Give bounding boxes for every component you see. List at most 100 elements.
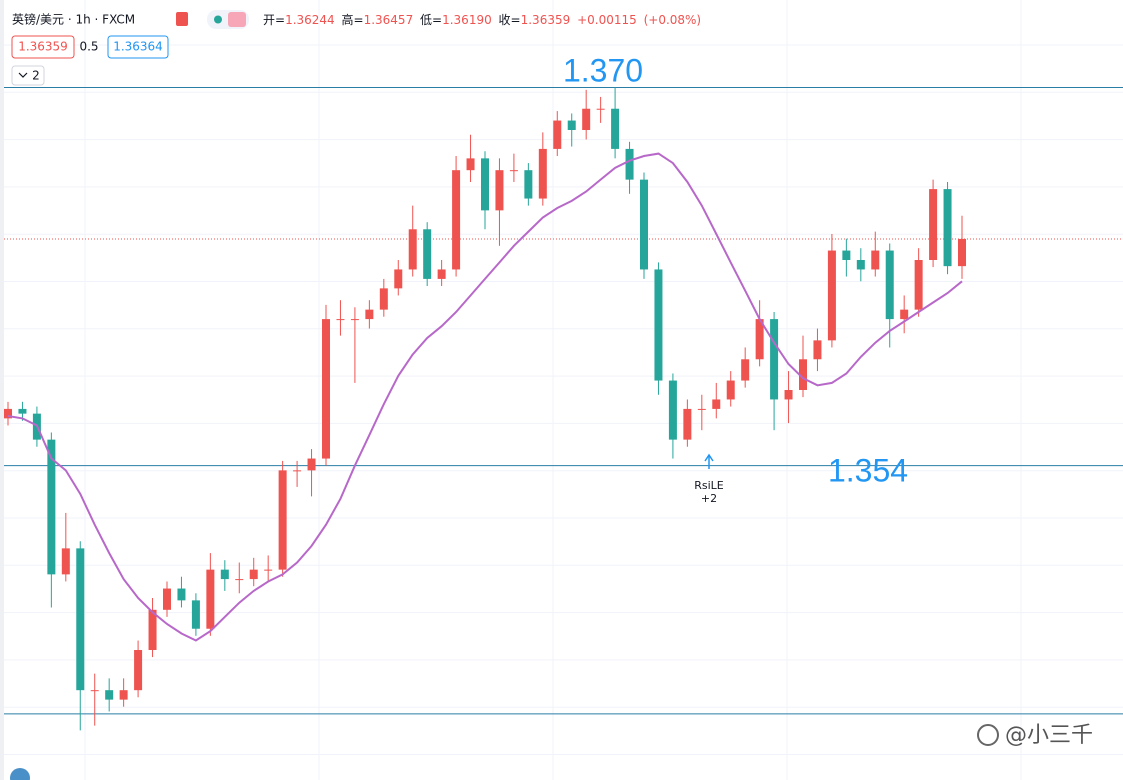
candle-body: [958, 238, 966, 267]
candle-body: [726, 380, 735, 400]
sell-price[interactable]: 1.36359: [18, 40, 68, 54]
level-label: 1.354: [828, 452, 908, 488]
candle-body: [929, 189, 938, 260]
candle-body: [741, 359, 750, 381]
candle-body: [206, 569, 215, 629]
candle-body: [191, 600, 200, 629]
candle-body: [582, 108, 591, 130]
candle-body: [567, 120, 576, 130]
ohlc-value: 1.36190: [442, 13, 492, 27]
candle-body: [379, 288, 388, 310]
buy-box[interactable]: [107, 35, 169, 59]
candle-body: [423, 229, 432, 279]
candle-body: [538, 148, 547, 199]
candle-body: [697, 408, 706, 410]
candle-body: [163, 588, 171, 610]
candle-body: [4, 408, 12, 419]
candle-body: [799, 359, 807, 390]
candle-body: [47, 439, 56, 575]
candle-body: [61, 548, 70, 575]
candle-body: [654, 269, 663, 381]
candle-body: [856, 260, 865, 270]
corner-logo: [10, 768, 30, 780]
approx-icon[interactable]: [228, 12, 246, 27]
candle-body: [611, 108, 620, 149]
candle-body: [871, 250, 880, 270]
candle-body: [596, 108, 605, 110]
candle-body: [220, 569, 229, 580]
candle-body: [336, 319, 345, 321]
candle-body: [235, 579, 244, 581]
signal-count: +2: [701, 492, 717, 505]
candle-body: [943, 189, 952, 267]
candle-body: [668, 380, 677, 440]
ohlc-legend: 开=1.36244 高=1.36457 低=1.36190 收=1.36359 …: [263, 12, 701, 27]
candle-body: [249, 569, 258, 580]
candle-body: [885, 250, 894, 320]
change: +0.00115: [577, 13, 637, 27]
ohlc-value: 1.36359: [521, 13, 571, 27]
ohlc-label: 收=: [499, 13, 521, 27]
candle-body: [625, 148, 634, 180]
candle-body: [322, 319, 330, 459]
candle-body: [524, 170, 533, 199]
indicator-toggle[interactable]: [11, 65, 45, 86]
candle-body: [105, 690, 114, 700]
candle-body: [365, 309, 374, 320]
buy-price[interactable]: 1.36364: [113, 40, 163, 54]
candle-body: [755, 319, 764, 360]
candle-body: [770, 319, 779, 400]
ohlc-value: 1.36457: [364, 13, 414, 27]
candle-body: [307, 458, 316, 471]
sell-box[interactable]: [11, 35, 75, 59]
signal-arrow-head: [704, 453, 714, 462]
candle-body: [278, 470, 287, 570]
candle-body: [784, 390, 793, 400]
spread: 0.5: [79, 40, 98, 54]
candle-body: [18, 408, 27, 414]
candle-body: [842, 250, 851, 260]
signal-label: RsiLE: [694, 479, 724, 492]
candle-body: [394, 269, 403, 289]
candle-body: [408, 229, 417, 270]
level-label: 1.370: [563, 52, 643, 88]
scroll-edge: [0, 0, 4, 780]
candle-body: [914, 260, 923, 310]
candle-body: [900, 309, 909, 320]
candle-body: [495, 170, 504, 211]
ohlc-label: 低=: [420, 13, 442, 27]
candle-body: [264, 569, 273, 571]
candle-body: [827, 250, 836, 341]
plot-area: 1.370 1.354: [4, 52, 1123, 731]
candle-body: [350, 319, 359, 321]
symbol: 英镑/美元 · 1h · FXCM: [12, 12, 135, 27]
ohlc-label: 高=: [342, 12, 364, 27]
candle-body: [509, 170, 518, 172]
ohlc-label: 开=: [263, 13, 285, 27]
candle-body: [76, 548, 85, 691]
candle-body: [712, 399, 721, 409]
candle-body: [452, 170, 461, 270]
candle-body: [553, 120, 562, 149]
watermark-icon: [977, 724, 999, 746]
change-percent: (+0.08%): [644, 13, 702, 27]
candle-body: [134, 650, 143, 691]
chevron: [18, 72, 28, 78]
candle-body: [119, 690, 128, 700]
indicator-count: 2: [32, 69, 40, 83]
status-dot: [214, 15, 222, 24]
candle-body: [148, 609, 157, 650]
candle-body: [177, 588, 186, 601]
candle-body: [813, 340, 822, 360]
flag-icon[interactable]: [176, 12, 188, 26]
candle-body: [481, 158, 489, 211]
grid: [4, 0, 1123, 780]
candle-body: [466, 158, 475, 171]
candle-body: [90, 690, 99, 692]
watermark: @小三千: [1005, 723, 1093, 748]
candle-body: [293, 470, 302, 472]
candle-body: [640, 179, 648, 270]
